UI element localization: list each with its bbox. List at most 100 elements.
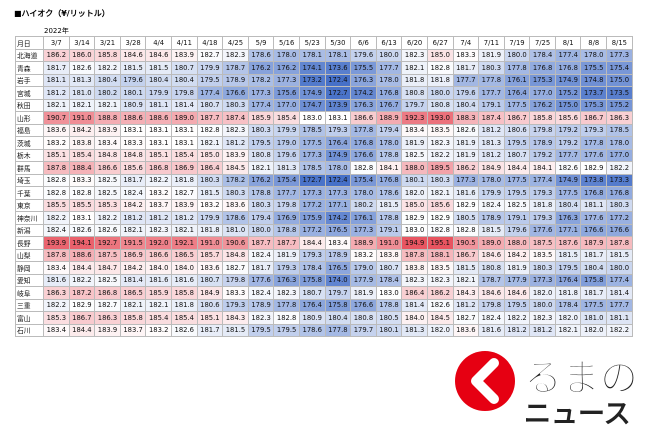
price-cell: 176.4 xyxy=(503,86,531,100)
price-cell: 184.4 xyxy=(503,161,531,175)
price-cell: 182.0 xyxy=(426,323,454,337)
price-cell: 178.0 xyxy=(478,173,505,187)
price-cell: 186.0 xyxy=(68,48,96,62)
price-cell: 181.5 xyxy=(452,261,480,275)
price-cell: 178.0 xyxy=(273,48,300,62)
price-cell: 182.3 xyxy=(401,48,428,62)
price-cell: 186.7 xyxy=(452,248,480,262)
price-cell: 174.2 xyxy=(350,86,377,100)
price-cell: 177.5 xyxy=(554,186,582,200)
price-cell: 174.7 xyxy=(298,98,326,112)
price-cell: 188.3 xyxy=(452,111,480,125)
price-cell: 176.4 xyxy=(554,273,582,287)
price-cell: 182.1 xyxy=(247,161,275,175)
price-cell: 184.4 xyxy=(68,323,96,337)
price-cell: 182.6 xyxy=(68,223,96,237)
price-cell: 179.6 xyxy=(452,86,480,100)
price-cell: 183.4 xyxy=(43,323,70,337)
price-cell: 183.3 xyxy=(68,173,96,187)
logo: るまの ニュース xyxy=(455,351,639,430)
price-cell: 181.9 xyxy=(452,148,480,162)
price-cell: 176.3 xyxy=(554,211,582,225)
price-cell: 185.9 xyxy=(145,286,172,300)
price-cell: 186.6 xyxy=(145,248,172,262)
table-row: 富山 185.3 186.7 186.3 185.8 185.4 185.4 185.1 184… xyxy=(15,311,633,325)
title: ■ハイオク（¥/リットル） xyxy=(14,9,110,18)
price-cell: 183.0 xyxy=(298,111,326,125)
price-cell: 180.7 xyxy=(503,148,531,162)
price-cell: 181.8 xyxy=(401,73,428,87)
price-cell: 175.4 xyxy=(273,173,300,187)
price-cell: 192.3 xyxy=(401,111,428,125)
price-cell: 177.8 xyxy=(273,298,300,312)
price-cell: 181.8 xyxy=(529,198,556,212)
column-header: 3/14 xyxy=(68,36,96,50)
column-header: 8/15 xyxy=(606,36,633,50)
price-cell: 176.3 xyxy=(273,273,300,287)
price-cell: 182.3 xyxy=(222,123,249,137)
price-cell: 186.5 xyxy=(170,248,198,262)
price-cell: 183.2 xyxy=(43,136,70,150)
price-cell: 184.8 xyxy=(94,148,121,162)
price-cell: 179.5 xyxy=(554,261,582,275)
price-cell: 177.5 xyxy=(580,298,608,312)
price-cell: 181.5 xyxy=(196,186,224,200)
price-cell: 175.5 xyxy=(580,61,608,75)
price-cell: 182.3 xyxy=(401,273,428,287)
table-row: 愛知 181.6 182.2 182.5 181.4 181.6 181.6 180.7 179… xyxy=(15,273,633,287)
column-header: 7/4 xyxy=(452,36,480,50)
price-cell: 189.5 xyxy=(426,161,454,175)
price-cell: 181.2 xyxy=(452,298,480,312)
price-cell: 179.5 xyxy=(273,323,300,337)
price-cell: 183.9 xyxy=(94,123,121,137)
price-cell: 180.4 xyxy=(324,311,352,325)
price-cell: 178.0 xyxy=(606,136,633,150)
price-cell: 182.0 xyxy=(580,323,608,337)
price-cell: 177.4 xyxy=(247,98,275,112)
column-header: 8/1 xyxy=(554,36,582,50)
price-cell: 180.3 xyxy=(247,123,275,137)
price-cell: 180.4 xyxy=(580,261,608,275)
price-cell: 176.1 xyxy=(350,211,377,225)
price-cell: 182.1 xyxy=(68,98,96,112)
price-cell: 179.2 xyxy=(554,136,582,150)
price-cell: 180.0 xyxy=(529,298,556,312)
price-cell: 180.4 xyxy=(94,73,121,87)
price-cell: 183.5 xyxy=(529,248,556,262)
price-cell: 182.2 xyxy=(94,211,121,225)
price-cell: 183.7 xyxy=(119,323,147,337)
column-header: 8/8 xyxy=(580,36,608,50)
column-header: 7/19 xyxy=(503,36,531,50)
price-cell: 178.0 xyxy=(375,136,403,150)
row-label: 埼玉 xyxy=(15,173,44,187)
column-header: 7/25 xyxy=(529,36,556,50)
price-cell: 182.8 xyxy=(426,223,454,237)
price-cell: 180.3 xyxy=(222,98,249,112)
price-cell: 181.8 xyxy=(196,223,224,237)
price-cell: 182.1 xyxy=(119,298,147,312)
price-cell: 180.3 xyxy=(196,173,224,187)
price-cell: 181.6 xyxy=(478,323,505,337)
price-cell: 181.8 xyxy=(554,286,582,300)
price-cell: 175.3 xyxy=(580,98,608,112)
price-cell: 182.6 xyxy=(94,223,121,237)
price-cell: 182.8 xyxy=(426,61,454,75)
price-cell: 185.9 xyxy=(247,111,275,125)
price-cell: 179.9 xyxy=(196,211,224,225)
price-cell: 183.1 xyxy=(68,211,96,225)
price-cell: 183.8 xyxy=(401,261,428,275)
price-cell: 179.3 xyxy=(273,261,300,275)
price-cell: 181.2 xyxy=(529,323,556,337)
price-cell: 179.0 xyxy=(273,136,300,150)
price-cell: 183.9 xyxy=(170,48,198,62)
price-cell: 178.1 xyxy=(298,48,326,62)
price-cell: 176.8 xyxy=(580,186,608,200)
price-cell: 185.3 xyxy=(43,311,70,325)
price-cell: 176.6 xyxy=(222,86,249,100)
price-cell: 180.3 xyxy=(529,261,556,275)
price-cell: 181.3 xyxy=(273,161,300,175)
price-cell: 182.1 xyxy=(119,223,147,237)
price-cell: 181.1 xyxy=(606,311,633,325)
price-cell: 172.7 xyxy=(324,86,352,100)
price-cell: 185.6 xyxy=(119,161,147,175)
